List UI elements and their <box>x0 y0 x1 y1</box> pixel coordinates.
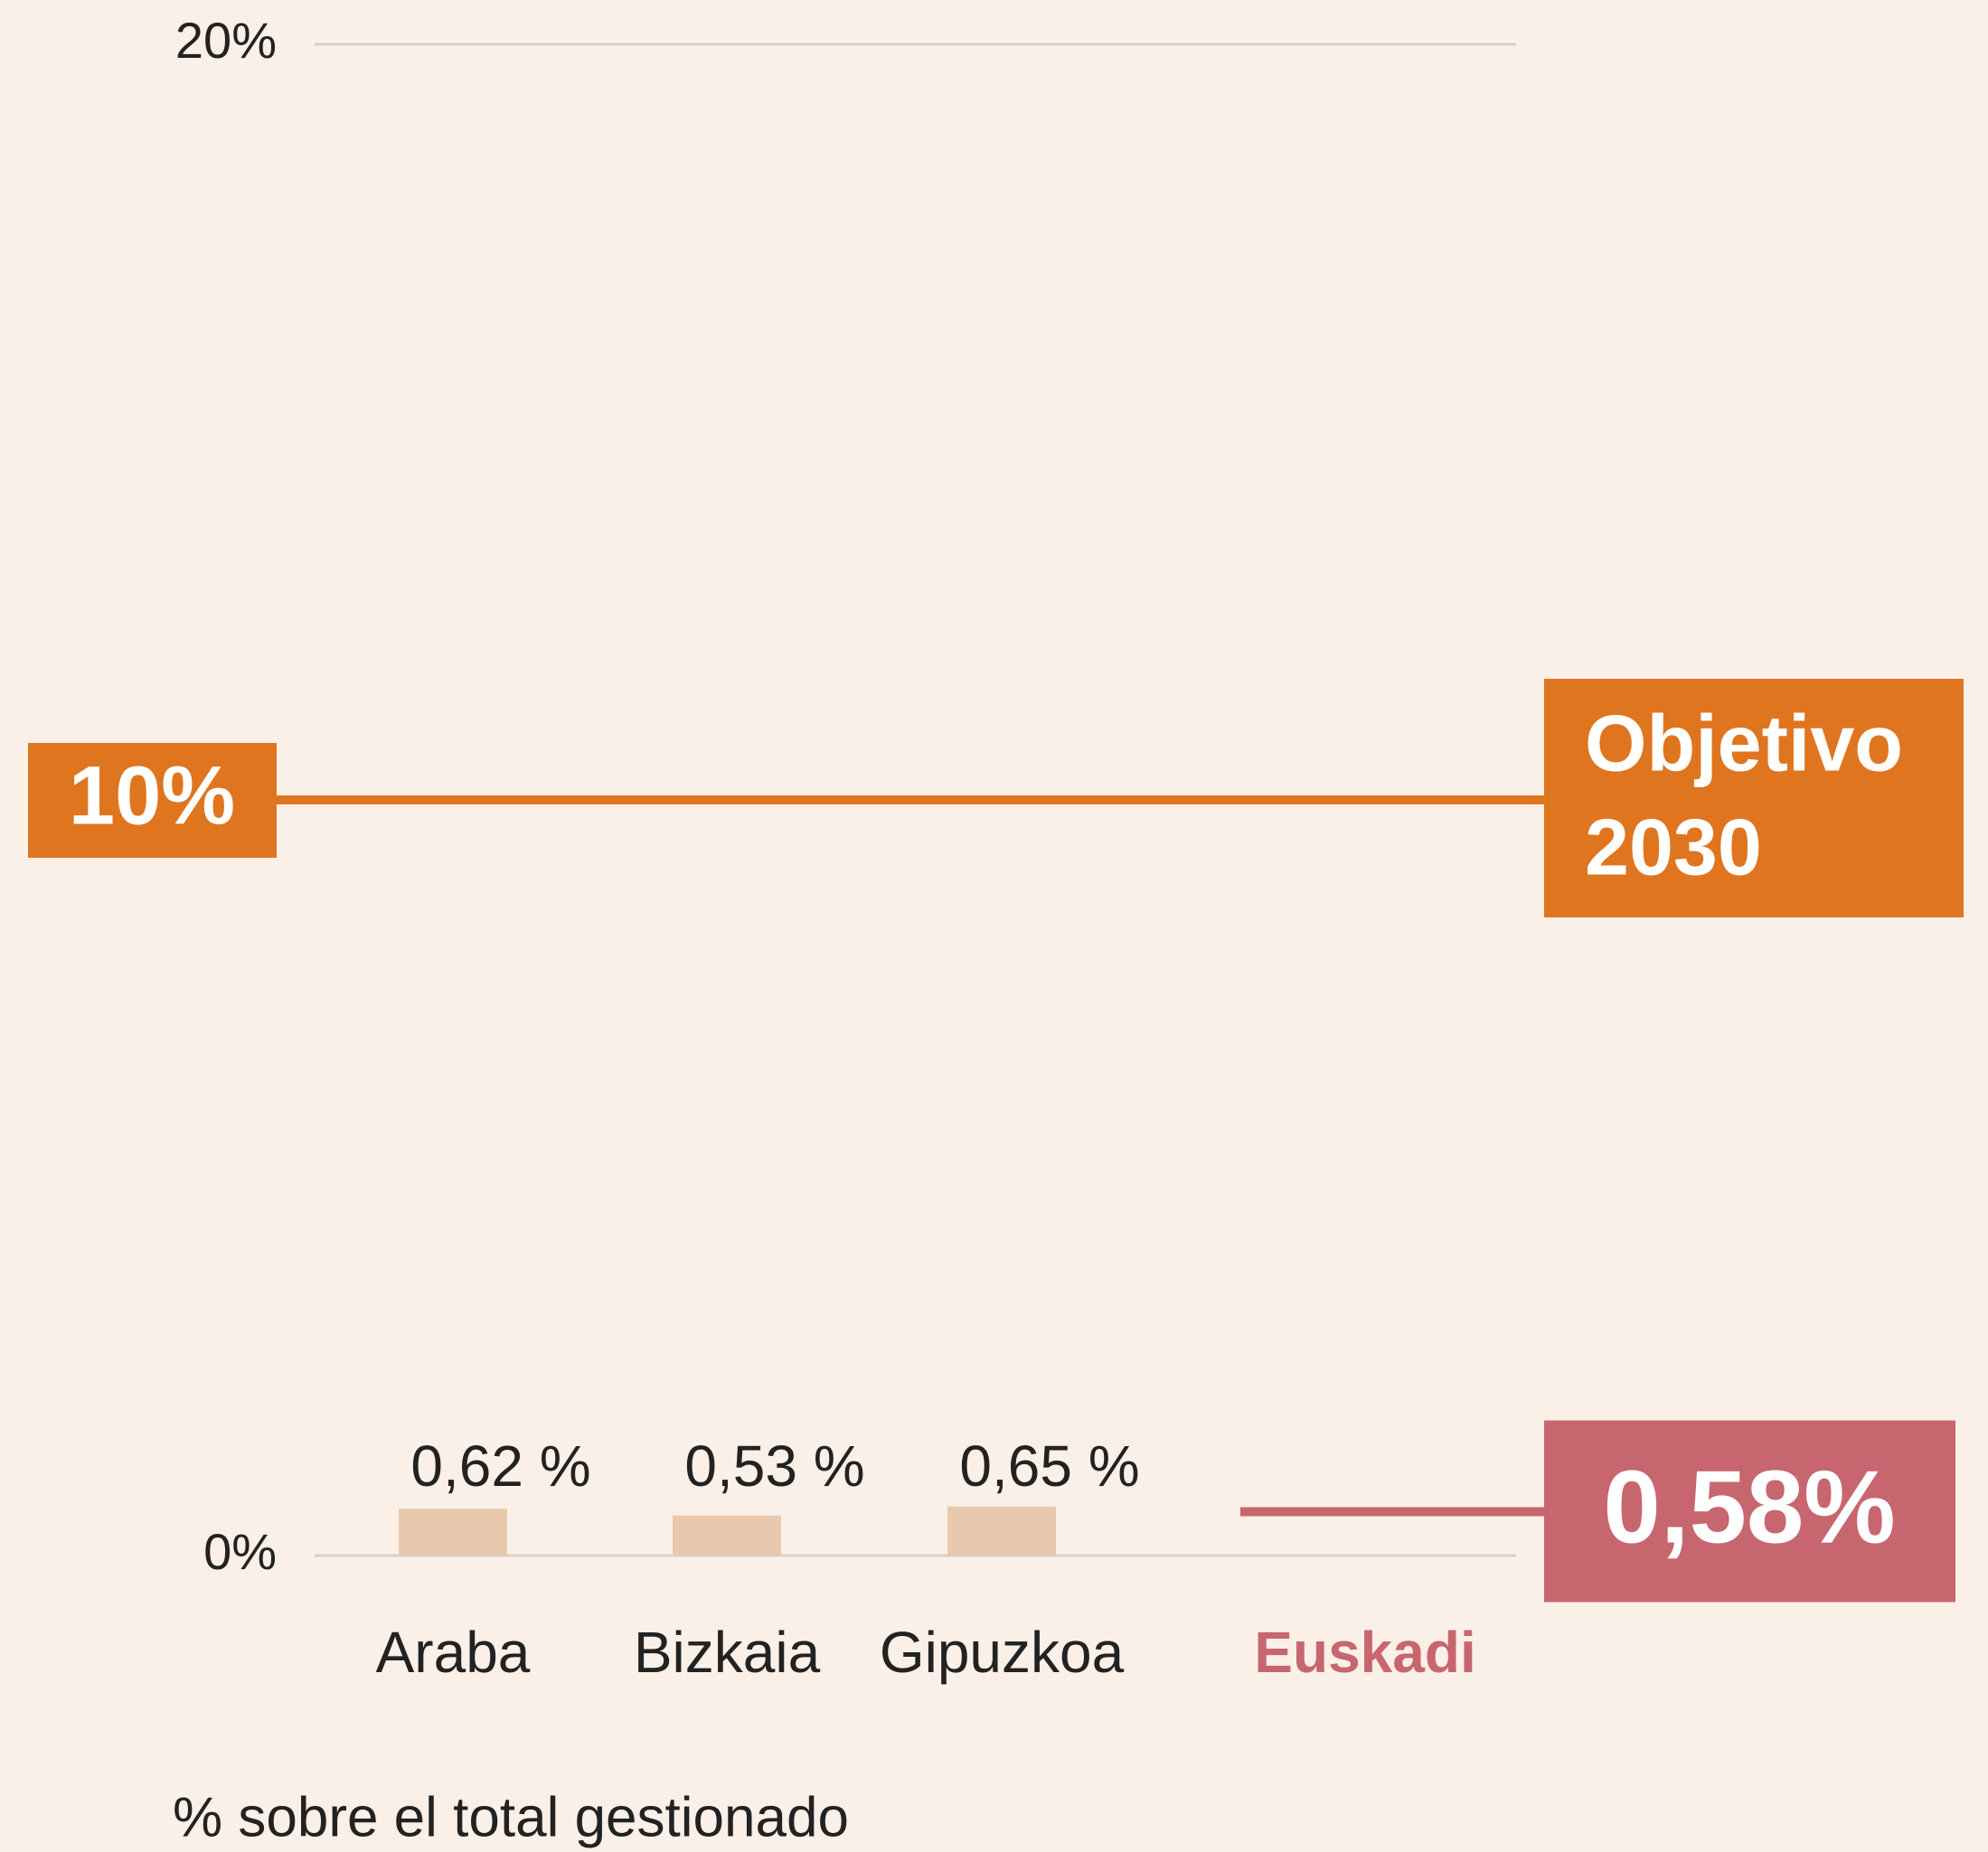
bar <box>673 1515 781 1556</box>
bar <box>399 1509 507 1556</box>
target-label: 10% <box>69 749 235 841</box>
value-label: 0,65 % <box>959 1434 1139 1499</box>
value-label: 0,62 % <box>410 1434 590 1499</box>
target-text: Objetivo <box>1585 698 1903 787</box>
target-text: 2030 <box>1585 802 1762 891</box>
x-tick-label: Bizkaia <box>634 1620 821 1685</box>
value-label: 0,58% <box>1603 1451 1895 1565</box>
x-tick-label: Gipuzkoa <box>880 1620 1125 1685</box>
value-label: 0,53 % <box>684 1434 864 1499</box>
x-tick-label: Euskadi <box>1254 1620 1475 1685</box>
y-tick-label: 0% <box>203 1523 277 1580</box>
footnote: % sobre el total gestionado <box>173 1786 849 1848</box>
y-tick-label: 20% <box>175 12 277 69</box>
bar <box>947 1506 1056 1556</box>
target-text-box <box>1544 679 1964 917</box>
x-tick-label: Araba <box>376 1620 531 1685</box>
target-label-box <box>28 743 277 858</box>
value-label-box <box>1544 1420 1955 1603</box>
